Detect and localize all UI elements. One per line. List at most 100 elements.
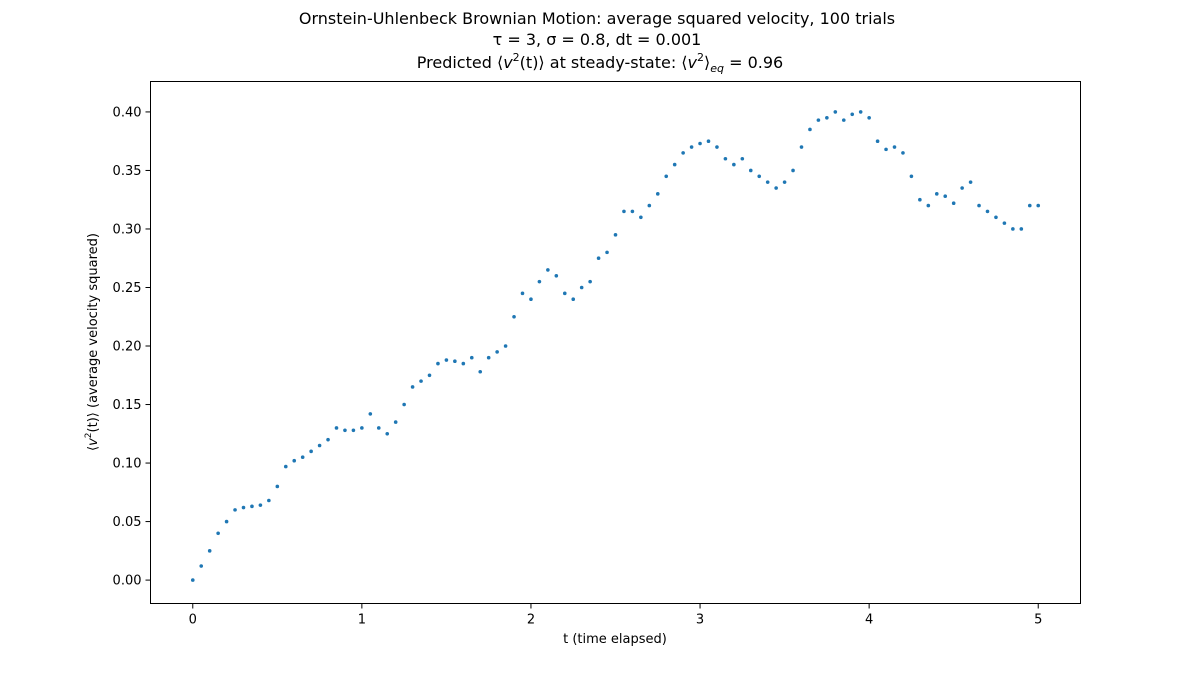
scatter-point bbox=[393, 420, 398, 424]
scatter-point bbox=[875, 139, 880, 143]
scatter-point bbox=[436, 361, 440, 366]
scatter-point bbox=[326, 437, 330, 442]
scatter-point bbox=[918, 197, 922, 202]
scatter-point bbox=[630, 209, 635, 214]
scatter-point bbox=[808, 127, 812, 132]
plot-frame bbox=[150, 81, 1081, 604]
scatter-point bbox=[706, 139, 711, 143]
scatter-point bbox=[740, 156, 745, 161]
scatter-point bbox=[520, 291, 525, 296]
scatter-point bbox=[444, 358, 449, 362]
x-tick-label: 4 bbox=[865, 613, 873, 628]
scatter-point bbox=[977, 203, 981, 208]
scatter-point bbox=[774, 186, 778, 190]
x-axis-ticks: 0 1 2 3 4 5 bbox=[189, 603, 1042, 628]
scatter-point bbox=[791, 168, 795, 173]
scatter-point bbox=[385, 431, 390, 436]
scatter-point bbox=[672, 162, 677, 167]
scatter-point bbox=[469, 355, 474, 360]
scatter-point bbox=[639, 215, 643, 220]
scatter-point bbox=[224, 519, 229, 524]
scatter-point bbox=[884, 147, 888, 152]
scatter-point bbox=[1011, 227, 1015, 231]
scatter-point bbox=[723, 156, 728, 161]
title-line-3-mid: (t)⟩ at steady-state: ⟨ bbox=[520, 53, 688, 72]
title-line-3-v2: v bbox=[688, 53, 698, 72]
y-tick-label: 0.10 bbox=[113, 457, 142, 472]
scatter-point bbox=[968, 180, 973, 184]
scatter-point bbox=[655, 192, 660, 196]
x-tick-label: 3 bbox=[696, 613, 704, 628]
scatter-point bbox=[478, 369, 483, 374]
scatter-point bbox=[368, 412, 373, 416]
scatter-point bbox=[901, 151, 905, 155]
scatter-point bbox=[376, 426, 381, 430]
y-axis-label-v: v bbox=[86, 438, 101, 446]
scatter-point bbox=[960, 186, 964, 190]
scatter-point bbox=[926, 203, 931, 208]
title-line-2: τ = 3, σ = 0.8, dt = 0.001 bbox=[493, 30, 702, 49]
scatter-point bbox=[292, 458, 297, 463]
y-axis-ticks: 0.00 0.05 0.10 0.15 0.20 0.25 0.30 0.35 0.40 bbox=[113, 105, 151, 589]
scatter-point bbox=[757, 174, 762, 179]
scatter-point bbox=[943, 194, 948, 198]
scatter-point bbox=[495, 350, 499, 354]
scatter-point bbox=[453, 359, 457, 364]
scatter-point bbox=[994, 215, 998, 220]
scatter-point bbox=[833, 110, 838, 114]
scatter-point bbox=[419, 379, 423, 383]
scatter-point bbox=[190, 578, 195, 582]
scatter-point bbox=[858, 110, 863, 114]
scatter-point bbox=[765, 180, 770, 184]
y-tick-label: 0.15 bbox=[113, 398, 142, 413]
scatter-point bbox=[622, 209, 626, 214]
scatter-point bbox=[909, 174, 914, 179]
scatter-point bbox=[681, 151, 685, 155]
scatter-point bbox=[300, 455, 305, 459]
scatter-point bbox=[1027, 203, 1032, 208]
scatter-point bbox=[841, 118, 846, 122]
chart-title: Ornstein-Uhlenbeck Brownian Motion: aver… bbox=[299, 9, 895, 75]
scatter-point bbox=[250, 504, 254, 509]
scatter-point bbox=[816, 118, 821, 122]
scatter-point bbox=[799, 145, 804, 149]
scatter-point bbox=[985, 209, 990, 214]
scatter-point bbox=[216, 531, 220, 536]
y-tick-label: 0.05 bbox=[113, 515, 142, 530]
scatter-point bbox=[596, 256, 601, 261]
scatter-point bbox=[486, 355, 491, 360]
scatter-point bbox=[951, 201, 956, 206]
x-tick-label: 0 bbox=[189, 613, 197, 628]
scatter-point bbox=[732, 162, 736, 167]
scatter-point bbox=[588, 279, 592, 284]
scatter-point bbox=[207, 549, 212, 553]
scatter-point bbox=[850, 112, 855, 117]
scatter-point bbox=[360, 426, 364, 430]
title-line-3-v1: v bbox=[503, 53, 513, 72]
scatter-point bbox=[825, 115, 829, 120]
scatter-point bbox=[715, 145, 719, 149]
y-tick-label: 0.30 bbox=[113, 222, 142, 237]
y-tick-label: 0.35 bbox=[113, 164, 142, 179]
scatter-point bbox=[605, 250, 609, 255]
title-line-3-prefix: Predicted ⟨ bbox=[417, 53, 503, 72]
title-line-3-suffix: = 0.96 bbox=[724, 53, 783, 72]
scatter-point bbox=[537, 279, 542, 284]
title-line-3-close: ⟩ bbox=[704, 53, 710, 72]
y-tick-label: 0.20 bbox=[113, 340, 142, 355]
x-tick-label: 2 bbox=[527, 613, 535, 628]
scatter-point bbox=[613, 233, 618, 237]
x-axis-label: t (time elapsed) bbox=[563, 632, 667, 647]
scatter-point bbox=[275, 484, 280, 489]
title-line-3-sup2: 2 bbox=[697, 51, 704, 64]
scatter-point bbox=[579, 285, 584, 290]
scatter-point bbox=[698, 141, 702, 146]
scatter-point bbox=[647, 203, 652, 208]
y-tick-label: 0.25 bbox=[113, 281, 142, 296]
scatter-point bbox=[258, 503, 263, 507]
scatter-point bbox=[562, 291, 567, 296]
scatter-point bbox=[512, 314, 516, 319]
y-tick-label: 0.40 bbox=[113, 105, 142, 120]
scatter-point bbox=[748, 168, 753, 173]
